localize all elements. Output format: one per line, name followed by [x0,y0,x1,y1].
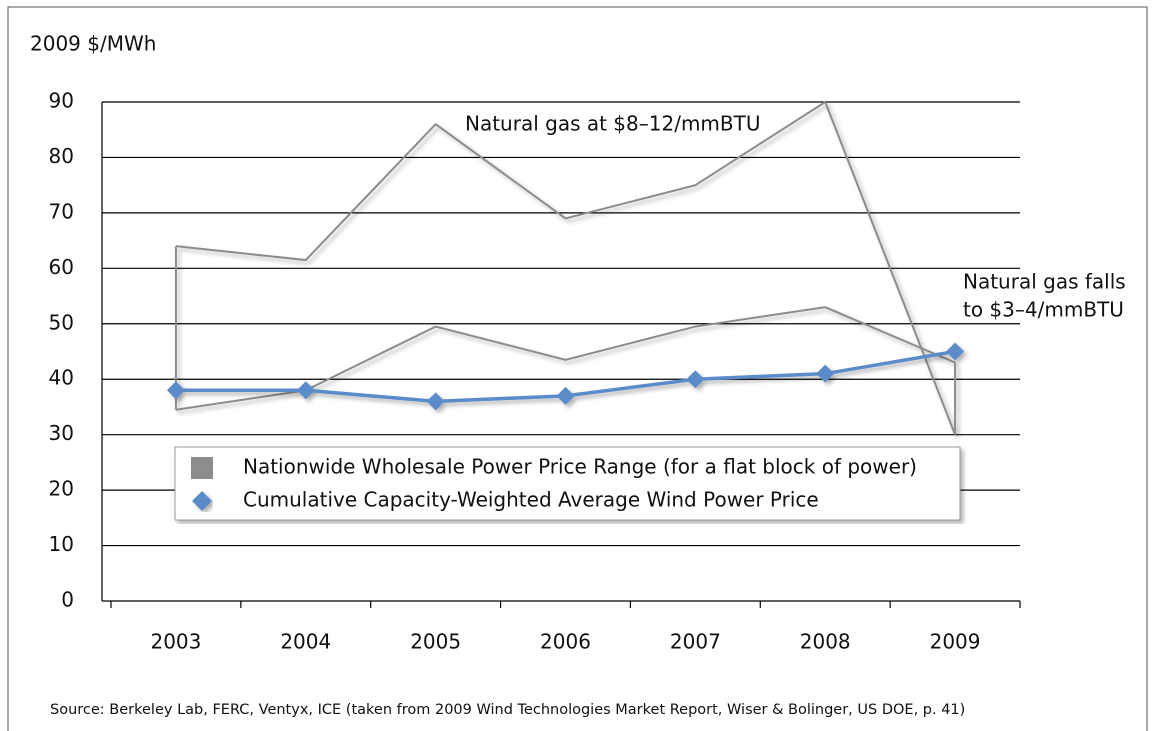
y-tick-label: 90 [49,89,74,113]
legend-swatch [192,491,212,511]
wind-marker [426,392,445,411]
wind-marker [296,381,315,400]
y-tick-label: 50 [49,310,74,334]
x-tick-label: 2003 [150,630,201,654]
y-axis-label: 2009 $/MWh [30,32,156,56]
wind-marker [686,370,705,389]
y-tick-label: 40 [49,366,74,390]
legend-label: Nationwide Wholesale Power Price Range (… [243,455,917,479]
y-tick-label: 20 [49,477,74,501]
y-tick-label: 0 [61,588,74,612]
x-tick-label: 2008 [800,630,851,654]
wind-marker [816,364,835,383]
x-tick-label: 2005 [410,630,461,654]
y-tick-label: 30 [49,421,74,445]
x-tick-label: 2007 [670,630,721,654]
frame [7,6,1148,731]
y-tick-label: 10 [49,532,74,556]
wind-group [166,342,965,411]
legend-swatch [191,457,213,479]
annotation: to $3–4/mmBTU [963,298,1124,322]
wind-marker [946,342,965,361]
y-tick-label: 60 [49,255,74,279]
wind-marker [166,381,185,400]
y-tick-label: 70 [49,199,74,223]
wind-marker [556,386,575,405]
x-tick-label: 2004 [280,630,331,654]
legend-label: Cumulative Capacity-Weighted Average Win… [243,488,819,512]
source: Source: Berkeley Lab, FERC, Ventyx, ICE … [50,702,965,718]
y-tick-label: 80 [49,144,74,168]
x-tick-label: 2006 [540,630,591,654]
x-tick-label: 2009 [930,630,981,654]
annotation: Natural gas falls [963,270,1126,294]
legend-box [174,446,961,521]
annotation: Natural gas at $8–12/mmBTU [465,112,761,136]
range-line [175,100,957,436]
